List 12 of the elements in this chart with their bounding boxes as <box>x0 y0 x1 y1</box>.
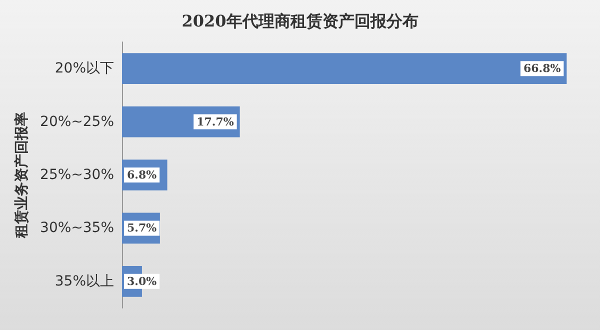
data-label: 3.0% <box>127 274 158 288</box>
chart-title: 2020年代理商租赁资产回报分布 <box>182 12 418 30</box>
data-label: 66.8% <box>523 62 562 76</box>
y-tick-label: 25%~30% <box>40 167 114 183</box>
y-tick-label: 30%~35% <box>40 220 114 236</box>
y-tick-label: 20%以下 <box>54 60 114 77</box>
data-label: 6.8% <box>127 168 158 182</box>
y-axis-title: 租赁业务资产回报率 <box>13 112 30 239</box>
y-tick-label: 20%~25% <box>40 114 114 130</box>
data-label: 17.7% <box>196 115 234 128</box>
data-label: 5.7% <box>127 222 158 235</box>
y-tick-label: 35%以上 <box>54 273 114 290</box>
